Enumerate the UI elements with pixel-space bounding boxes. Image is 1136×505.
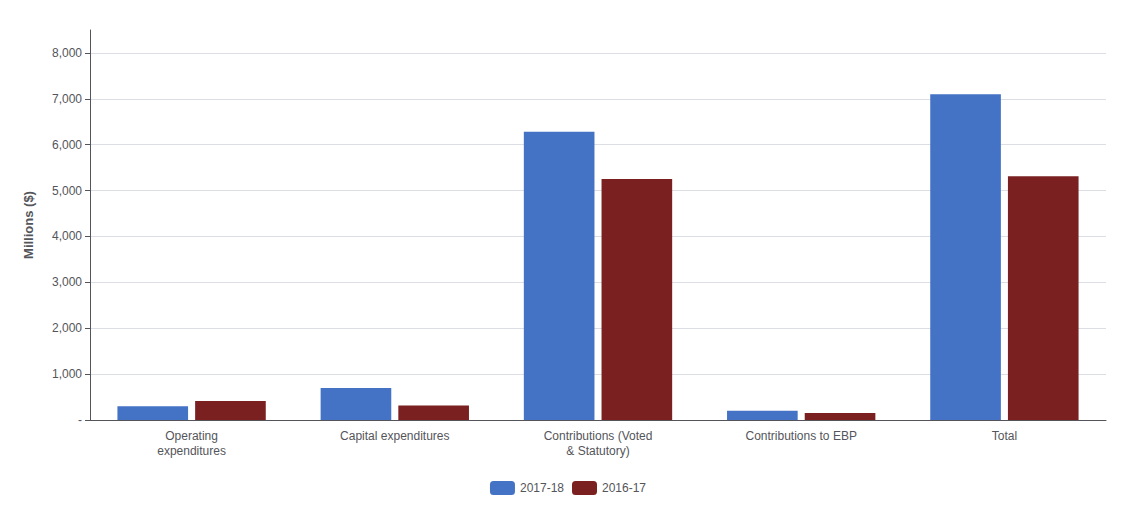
svg-text:2,000: 2,000	[52, 321, 82, 335]
svg-text:Capital expenditures: Capital expenditures	[340, 429, 449, 443]
svg-text:7,000: 7,000	[52, 92, 82, 106]
svg-text:Millions ($): Millions ($)	[21, 191, 36, 259]
svg-text:6,000: 6,000	[52, 138, 82, 152]
svg-text:Contributions (Voted: Contributions (Voted	[544, 429, 653, 443]
svg-text:-: -	[78, 413, 82, 427]
svg-text:2016-17: 2016-17	[602, 481, 646, 495]
svg-text:& Statutory): & Statutory)	[566, 444, 629, 458]
svg-text:3,000: 3,000	[52, 275, 82, 289]
svg-text:5,000: 5,000	[52, 184, 82, 198]
svg-text:Contributions to EBP: Contributions to EBP	[745, 429, 856, 443]
svg-text:expenditures: expenditures	[157, 444, 226, 458]
svg-text:Total: Total	[992, 429, 1017, 443]
svg-text:2017-18: 2017-18	[520, 481, 564, 495]
svg-text:1,000: 1,000	[52, 367, 82, 381]
svg-text:4,000: 4,000	[52, 229, 82, 243]
svg-text:8,000: 8,000	[52, 46, 82, 60]
svg-text:Operating: Operating	[165, 429, 218, 443]
